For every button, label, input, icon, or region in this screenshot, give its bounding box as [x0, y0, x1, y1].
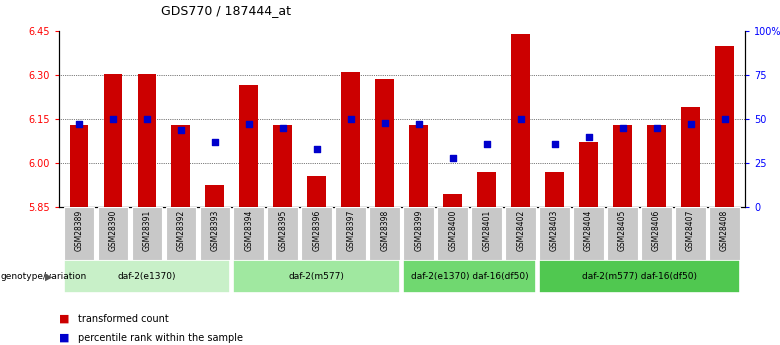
- Bar: [608, 207, 638, 260]
- Bar: [233, 260, 400, 293]
- Text: GSM28406: GSM28406: [652, 210, 661, 251]
- Text: GSM28392: GSM28392: [176, 210, 186, 251]
- Bar: [64, 207, 94, 260]
- Text: GDS770 / 187444_at: GDS770 / 187444_at: [161, 4, 292, 17]
- Point: [480, 141, 493, 146]
- Point: [616, 125, 629, 130]
- Bar: [165, 207, 196, 260]
- Text: GSM28401: GSM28401: [482, 210, 491, 251]
- Text: transformed count: transformed count: [78, 314, 168, 324]
- Bar: [335, 207, 366, 260]
- Bar: [342, 72, 360, 207]
- Text: GSM28391: GSM28391: [142, 210, 151, 251]
- Text: GSM28404: GSM28404: [584, 210, 593, 251]
- Text: genotype/variation: genotype/variation: [1, 272, 87, 282]
- Bar: [200, 207, 230, 260]
- Bar: [69, 125, 88, 207]
- Bar: [233, 207, 264, 260]
- Point: [378, 120, 391, 125]
- Bar: [539, 260, 739, 293]
- Point: [684, 121, 697, 127]
- Bar: [370, 207, 400, 260]
- Bar: [613, 125, 632, 207]
- Text: GSM28400: GSM28400: [448, 210, 457, 251]
- Bar: [675, 207, 706, 260]
- Point: [243, 121, 255, 127]
- Bar: [573, 207, 604, 260]
- Text: GSM28402: GSM28402: [516, 210, 525, 251]
- Point: [345, 116, 357, 122]
- Bar: [477, 172, 496, 207]
- Text: GSM28398: GSM28398: [380, 210, 389, 251]
- Text: GSM28397: GSM28397: [346, 210, 355, 251]
- Bar: [137, 73, 156, 207]
- Bar: [375, 79, 394, 207]
- Point: [548, 141, 561, 146]
- Bar: [403, 207, 434, 260]
- Text: GSM28403: GSM28403: [550, 210, 559, 251]
- Text: daf-2(e1370) daf-16(df50): daf-2(e1370) daf-16(df50): [411, 272, 529, 282]
- Bar: [403, 260, 536, 293]
- Text: daf-2(e1370): daf-2(e1370): [118, 272, 176, 282]
- Text: ▶: ▶: [44, 272, 52, 282]
- Text: GSM28389: GSM28389: [74, 210, 83, 251]
- Point: [107, 116, 119, 122]
- Text: GSM28408: GSM28408: [720, 210, 729, 251]
- Bar: [268, 207, 298, 260]
- Text: GSM28407: GSM28407: [686, 210, 695, 251]
- Text: ■: ■: [58, 314, 69, 324]
- Bar: [205, 185, 224, 207]
- Point: [718, 116, 731, 122]
- Point: [208, 139, 221, 145]
- Point: [140, 116, 153, 122]
- Point: [73, 121, 85, 127]
- Bar: [438, 207, 468, 260]
- Point: [583, 134, 595, 139]
- Bar: [239, 85, 258, 207]
- Text: daf-2(m577) daf-16(df50): daf-2(m577) daf-16(df50): [582, 272, 697, 282]
- Text: GSM28396: GSM28396: [312, 210, 321, 251]
- Point: [277, 125, 289, 130]
- Text: GSM28405: GSM28405: [618, 210, 627, 251]
- Bar: [580, 142, 598, 207]
- Bar: [274, 125, 292, 207]
- Bar: [647, 125, 666, 207]
- Bar: [443, 194, 462, 207]
- Point: [310, 146, 323, 152]
- Text: GSM28393: GSM28393: [211, 210, 219, 251]
- Point: [175, 127, 187, 132]
- Text: ■: ■: [58, 333, 69, 343]
- Bar: [545, 172, 564, 207]
- Bar: [709, 207, 739, 260]
- Bar: [172, 125, 190, 207]
- Text: GSM28395: GSM28395: [278, 210, 287, 251]
- Bar: [98, 207, 128, 260]
- Text: daf-2(m577): daf-2(m577): [289, 272, 345, 282]
- Bar: [641, 207, 672, 260]
- Bar: [715, 46, 734, 207]
- Bar: [410, 125, 428, 207]
- Bar: [132, 207, 162, 260]
- Bar: [511, 34, 530, 207]
- Point: [651, 125, 663, 130]
- Text: GSM28399: GSM28399: [414, 210, 424, 251]
- Bar: [539, 207, 570, 260]
- Text: GSM28394: GSM28394: [244, 210, 254, 251]
- Text: GSM28390: GSM28390: [108, 210, 117, 251]
- Bar: [471, 207, 502, 260]
- Point: [413, 121, 425, 127]
- Bar: [301, 207, 332, 260]
- Text: percentile rank within the sample: percentile rank within the sample: [78, 333, 243, 343]
- Point: [446, 155, 459, 160]
- Bar: [64, 260, 230, 293]
- Bar: [104, 73, 122, 207]
- Bar: [681, 107, 700, 207]
- Bar: [505, 207, 536, 260]
- Bar: [307, 176, 326, 207]
- Point: [514, 116, 526, 122]
